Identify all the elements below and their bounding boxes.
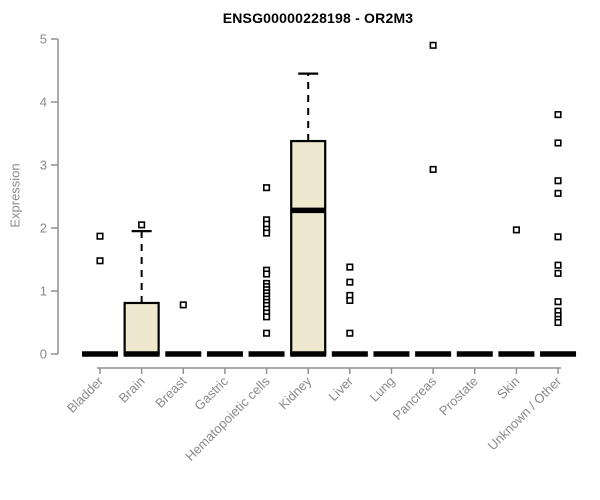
outlier-point <box>554 111 562 119</box>
y-tick-label: 2 <box>40 221 47 236</box>
y-tick-label: 3 <box>40 158 47 173</box>
x-tick-label: Prostate <box>436 374 481 419</box>
zero-median-bar <box>540 351 577 357</box>
box <box>123 301 160 356</box>
box <box>290 139 327 356</box>
outlier-point <box>554 177 562 185</box>
outlier-point <box>554 318 562 327</box>
zero-median-bar <box>123 351 160 357</box>
x-tick-label: Breast <box>152 373 189 410</box>
x-tick-label: Liver <box>325 373 356 404</box>
zero-median-bar <box>248 351 285 357</box>
outlier-point <box>96 232 104 240</box>
zero-median-bar <box>415 351 452 357</box>
median-line <box>291 207 326 214</box>
outlier-point <box>263 329 271 337</box>
outlier-point <box>429 165 437 173</box>
x-tick-label: Bladder <box>64 373 107 416</box>
y-tick-label: 0 <box>40 347 47 362</box>
outlier-point <box>554 233 562 241</box>
outlier-point <box>96 257 104 265</box>
zero-median-bar <box>82 351 118 357</box>
outlier-point <box>429 41 437 49</box>
y-tick-label: 1 <box>40 284 47 299</box>
outlier-point <box>346 278 354 286</box>
outlier-point <box>263 270 271 278</box>
x-tick-label: Kidney <box>276 373 315 412</box>
outlier-point <box>512 226 520 234</box>
outlier-point <box>554 189 562 197</box>
y-axis-title: Expression <box>7 163 23 228</box>
outlier-point <box>263 184 271 192</box>
y-tick-label: 4 <box>40 95 47 110</box>
outlier-point <box>346 329 354 337</box>
outlier-point <box>346 296 354 305</box>
zero-median-bar <box>206 351 243 357</box>
zero-median-bar <box>456 351 493 357</box>
x-tick-label: Skin <box>494 374 522 402</box>
outlier-point <box>554 269 562 277</box>
outlier-point <box>263 313 271 321</box>
x-tick-label: Lung <box>367 374 398 405</box>
zero-median-bar <box>165 351 202 357</box>
outlier-point <box>346 263 354 271</box>
x-tick-label: Pancreas <box>390 373 440 423</box>
outlier-point <box>263 229 271 237</box>
zero-median-bar <box>290 351 327 357</box>
outlier-point <box>138 221 146 229</box>
outlier-point <box>554 139 562 147</box>
zero-median-bar <box>498 351 535 357</box>
x-tick-label: Gastric <box>191 373 231 413</box>
y-tick-label: 5 <box>40 32 47 47</box>
outlier-point <box>554 298 562 306</box>
outlier-point <box>554 261 562 269</box>
zero-median-bar <box>331 351 368 357</box>
chart-title: ENSG00000228198 - OR2M3 <box>222 10 414 26</box>
x-tick-label: Unknown / Other <box>485 373 565 453</box>
outlier-point <box>179 301 187 309</box>
zero-median-bar <box>373 351 410 357</box>
x-tick-label: Brain <box>116 374 148 406</box>
